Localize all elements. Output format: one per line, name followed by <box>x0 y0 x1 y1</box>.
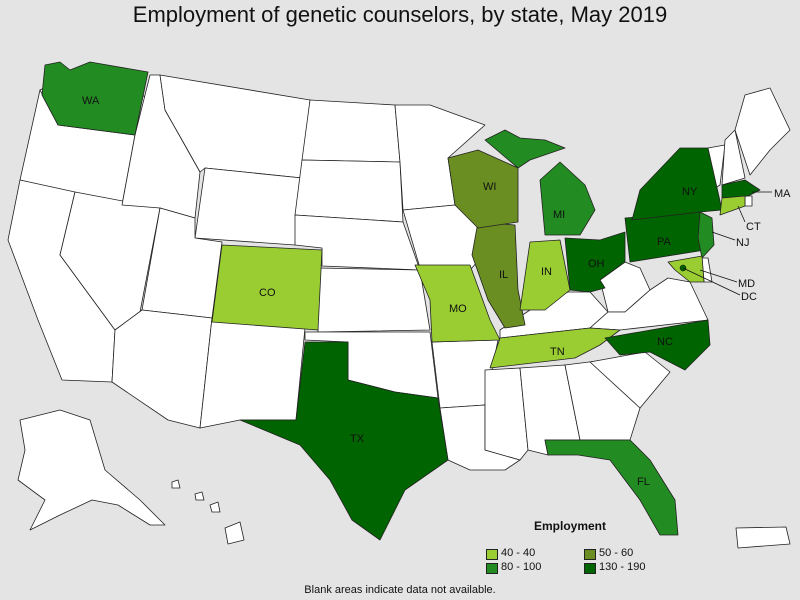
label-md: MD <box>738 278 755 290</box>
state-in <box>519 239 571 311</box>
state-oh <box>564 231 626 293</box>
state-sc <box>589 351 671 409</box>
state-co <box>211 244 323 331</box>
state-mi-up <box>484 129 566 169</box>
label-wa: WA <box>82 95 100 107</box>
state-hi-2 <box>194 491 205 501</box>
state-pr <box>735 526 791 549</box>
label-nj: NJ <box>736 237 749 249</box>
label-pa: PA <box>657 236 672 248</box>
state-hi-1 <box>171 479 181 489</box>
label-ma: MA <box>774 188 791 200</box>
label-mi: MI <box>553 209 565 221</box>
state-sd <box>294 159 404 223</box>
label-ny: NY <box>682 186 698 198</box>
state-az <box>111 309 213 429</box>
state-hi-4 <box>224 521 245 545</box>
state-ma <box>721 179 761 199</box>
footnote: Blank areas indicate data not available. <box>304 584 496 596</box>
state-nm <box>199 317 306 429</box>
state-ne <box>294 214 421 271</box>
legend-swatch-3 <box>486 563 498 574</box>
state-ct <box>719 195 746 216</box>
legend-swatch-2 <box>584 549 596 560</box>
label-tx: TX <box>350 433 365 445</box>
legend-label-1: 40 - 40 <box>501 547 536 559</box>
legend-label-4: 130 - 190 <box>599 561 646 573</box>
state-hi-3 <box>209 501 221 513</box>
state-fl <box>544 439 679 536</box>
state-nh <box>721 129 746 186</box>
state-wi <box>447 149 519 229</box>
label-co: CO <box>259 287 276 299</box>
state-nd <box>301 99 401 163</box>
label-tn: TN <box>550 346 565 358</box>
state-ri <box>744 195 753 207</box>
state-il <box>471 221 526 329</box>
state-ny <box>631 147 723 221</box>
data-states <box>41 61 761 541</box>
state-ak <box>17 409 166 531</box>
legend-label-3: 80 - 100 <box>501 561 542 573</box>
legend: Employment 40 - 40 50 - 60 80 - 100 130 … <box>486 519 676 579</box>
leader-lines <box>682 191 772 296</box>
state-me <box>734 87 791 176</box>
label-nc: NC <box>657 336 673 348</box>
label-il: IL <box>499 269 508 281</box>
state-wa <box>41 61 149 136</box>
label-ct: CT <box>746 221 761 233</box>
state-mi <box>539 161 596 236</box>
legend-swatch-1 <box>486 549 498 560</box>
state-nj <box>697 211 715 259</box>
state-tn <box>489 327 621 369</box>
label-mo: MO <box>449 303 467 315</box>
state-wy <box>194 167 303 246</box>
legend-title: Employment <box>534 519 607 533</box>
state-va <box>589 277 709 331</box>
label-dc: DC <box>741 291 757 303</box>
legend-swatch-4 <box>584 563 596 574</box>
label-fl: FL <box>637 476 650 488</box>
map-title: Employment of genetic counselors, by sta… <box>132 2 668 27</box>
state-labels: WA CO TX MO IL WI MI IN OH TN NC PA NY M… <box>82 95 791 488</box>
state-ks <box>317 267 431 333</box>
no-data-states <box>7 74 791 549</box>
label-in: IN <box>541 266 552 278</box>
label-oh: OH <box>588 258 605 270</box>
legend-label-2: 50 - 60 <box>599 547 634 559</box>
label-wi: WI <box>483 181 496 193</box>
state-tx <box>239 341 449 541</box>
state-nc <box>604 319 711 371</box>
